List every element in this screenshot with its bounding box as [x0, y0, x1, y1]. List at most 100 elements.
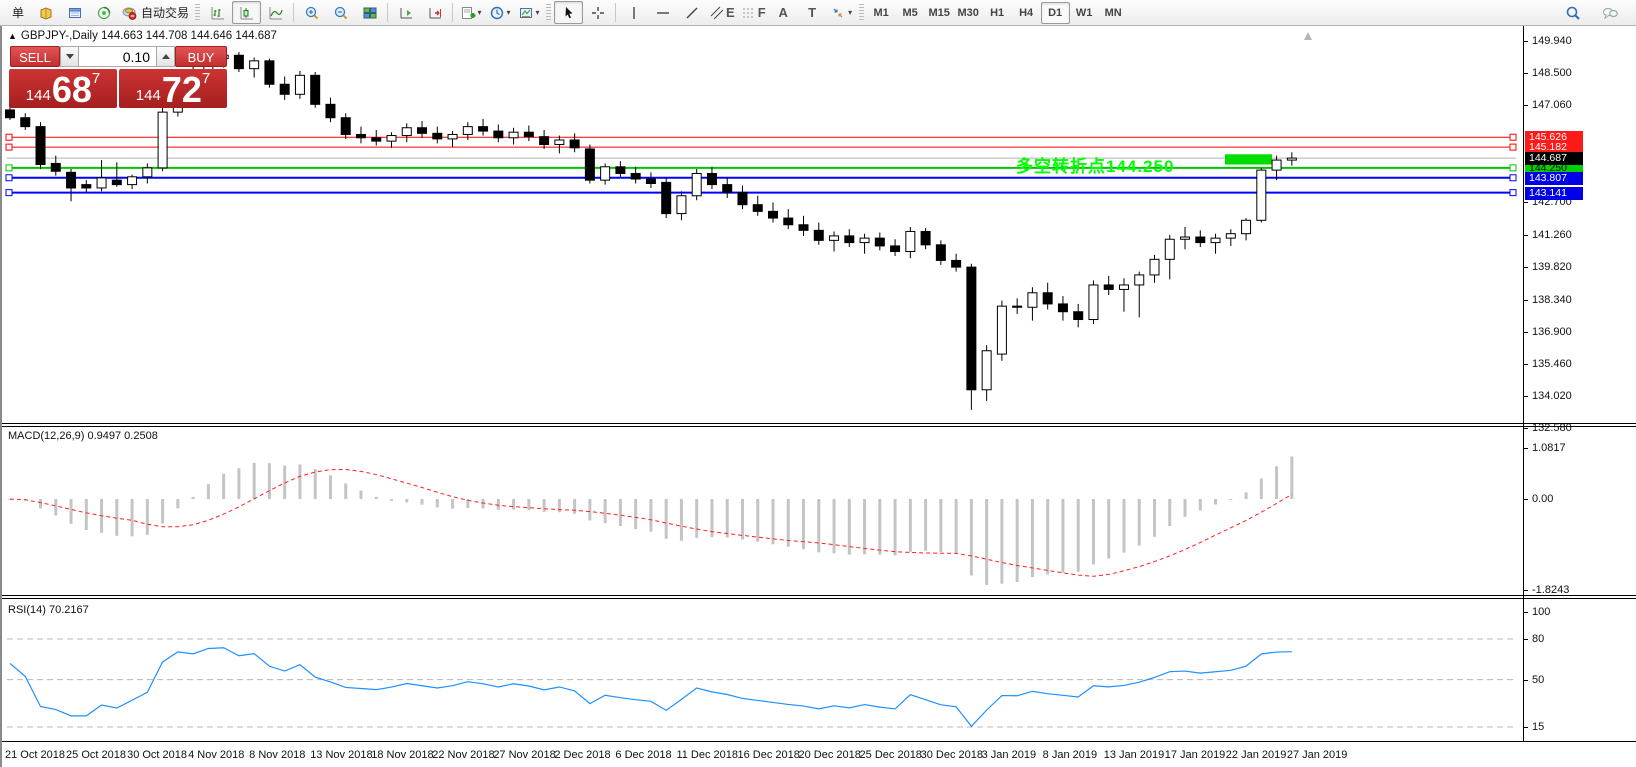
- candle-body: [523, 131, 534, 138]
- navigator-button[interactable]: [89, 1, 118, 24]
- candle-body: [386, 135, 397, 142]
- panel-splitter[interactable]: [2, 595, 1636, 599]
- timeframe-button-M30[interactable]: M30: [954, 2, 983, 24]
- level-line-anchor[interactable]: [5, 133, 13, 141]
- timeframe-button-D1[interactable]: D1: [1040, 1, 1070, 24]
- price-axis[interactable]: 149.940 148.500 147.060 142.700 141.260 139.8…: [1523, 26, 1636, 742]
- level-line-anchor[interactable]: [1509, 174, 1517, 182]
- date-label: 8 Nov 2018: [249, 749, 306, 761]
- fibonacci-button[interactable]: F: [738, 1, 769, 24]
- level-line-anchor[interactable]: [1509, 164, 1517, 172]
- candle-body: [1057, 303, 1068, 313]
- candle-body: [829, 235, 840, 241]
- chat-button[interactable]: [1595, 1, 1624, 24]
- time-axis[interactable]: 21 Oct 2018 25 Oct 2018 30 Oct 2018 4 Nov 2…: [2, 743, 1636, 767]
- macd-histogram-bar: [985, 499, 989, 585]
- collapse-panel-arrow[interactable]: ▲: [8, 31, 17, 41]
- crosshair-button[interactable]: [583, 1, 612, 24]
- date-label: 22 Nov 2018: [432, 749, 495, 761]
- timeframe-button-H1[interactable]: H1: [983, 2, 1012, 24]
- bar-chart-button[interactable]: [203, 1, 232, 24]
- equidistant-channel-button[interactable]: E: [706, 1, 738, 24]
- timeframe-button-M15[interactable]: M15: [925, 2, 954, 24]
- level-line-anchor[interactable]: [5, 143, 13, 151]
- trendline-button[interactable]: [677, 1, 706, 24]
- toolbar-separator: [615, 3, 617, 22]
- timeframe-button-M5[interactable]: M5: [896, 2, 925, 24]
- text-label-button[interactable]: T: [798, 1, 827, 24]
- sell-button[interactable]: SELL: [10, 46, 60, 67]
- timeframe-button-H4[interactable]: H4: [1012, 2, 1041, 24]
- periods-button[interactable]: ▾: [485, 1, 514, 24]
- triangle-down-icon: [65, 54, 74, 59]
- macd-histogram-bar: [496, 499, 500, 510]
- market-watch-button[interactable]: [31, 1, 60, 24]
- chart-shift-button[interactable]: [420, 1, 449, 24]
- lot-decrease-button[interactable]: [60, 46, 79, 67]
- dropdown-caret-icon: ▾: [506, 8, 511, 17]
- green-zone-rectangle[interactable]: [1225, 154, 1272, 165]
- macd-histogram-bar: [176, 499, 180, 509]
- timeframe-button-W1[interactable]: W1: [1070, 2, 1099, 24]
- line-chart-button[interactable]: [261, 1, 290, 24]
- tf-d1-label: D1: [1048, 6, 1063, 19]
- candle-body: [1149, 258, 1160, 276]
- macd-histogram-bar: [1290, 456, 1294, 499]
- sell-price-button[interactable]: 144 68 7: [9, 69, 117, 108]
- tf-m1-label: M1: [873, 6, 889, 19]
- auto-scroll-button[interactable]: [391, 1, 420, 24]
- level-line-anchor[interactable]: [5, 189, 13, 197]
- macd-axis-label: 1.0817: [1532, 442, 1566, 454]
- main-chart[interactable]: [2, 28, 1523, 423]
- scroll-marker-icon: [1304, 32, 1312, 40]
- autotrade-button[interactable]: 自动交易: [118, 1, 192, 24]
- zoom-out-button[interactable]: [326, 1, 355, 24]
- candle-body: [264, 60, 275, 85]
- panel-splitter[interactable]: [2, 423, 1636, 427]
- level-line-anchor[interactable]: [1509, 189, 1517, 197]
- lot-increase-button[interactable]: [156, 46, 175, 67]
- macd-histogram-bar: [634, 499, 638, 529]
- candlestick-chart-button[interactable]: [232, 1, 262, 24]
- price-tick: [1524, 73, 1528, 75]
- arrows-button[interactable]: ▾: [827, 1, 856, 24]
- templates-button[interactable]: ▾: [514, 1, 543, 24]
- cursor-button[interactable]: [554, 1, 584, 24]
- date-label: 4 Nov 2018: [188, 749, 245, 761]
- vertical-line-button[interactable]: [619, 1, 648, 24]
- zoom-in-button[interactable]: [297, 1, 326, 24]
- macd-panel[interactable]: [2, 427, 1523, 595]
- macd-histogram-bar: [1229, 499, 1233, 500]
- toolbar: 单 自动交易 ▾ ▾ ▾ E F A T ▾ M1 M5 M15 M30 H1 H4 D1 W1 MN: [0, 0, 1636, 26]
- buy-price-button[interactable]: 144 72 7: [119, 69, 227, 108]
- level-line-anchor[interactable]: [1509, 133, 1517, 141]
- data-window-button[interactable]: [60, 1, 89, 24]
- indicators-button[interactable]: ▾: [456, 1, 485, 24]
- tile-windows-button[interactable]: [355, 1, 384, 24]
- timeframe-button-M1[interactable]: M1: [867, 2, 896, 24]
- macd-axis-tick: [1524, 590, 1528, 591]
- date-label: 8 Jan 2019: [1042, 749, 1098, 761]
- macd-histogram-bar: [420, 499, 424, 505]
- level-line-anchor[interactable]: [5, 174, 13, 182]
- macd-histogram-bar: [1168, 499, 1172, 526]
- new-order-button[interactable]: 单: [2, 1, 31, 24]
- macd-histogram-bar: [863, 499, 867, 555]
- level-line-anchor[interactable]: [5, 164, 13, 172]
- level-line-anchor[interactable]: [1509, 143, 1517, 151]
- price-tick: [1524, 105, 1528, 107]
- search-button[interactable]: [1558, 1, 1587, 24]
- macd-histogram-bar: [557, 499, 561, 513]
- macd-histogram-bar: [115, 499, 119, 536]
- price-tick-label: 134.020: [1532, 390, 1572, 403]
- rsi-panel[interactable]: [2, 599, 1523, 741]
- timeframe-button-MN[interactable]: MN: [1099, 2, 1128, 24]
- sell-price-prefix: 144: [25, 87, 51, 104]
- macd-histogram-bar: [802, 499, 806, 550]
- text-button[interactable]: A: [769, 1, 798, 24]
- horizontal-line-button[interactable]: [648, 1, 677, 24]
- buy-button[interactable]: BUY: [175, 46, 227, 67]
- buy-price-sup: 7: [201, 70, 211, 87]
- chart-window[interactable]: ▲ GBPJPY-,Daily 144.663 144.708 144.646 1…: [0, 26, 1636, 767]
- lot-size-input[interactable]: [79, 46, 156, 67]
